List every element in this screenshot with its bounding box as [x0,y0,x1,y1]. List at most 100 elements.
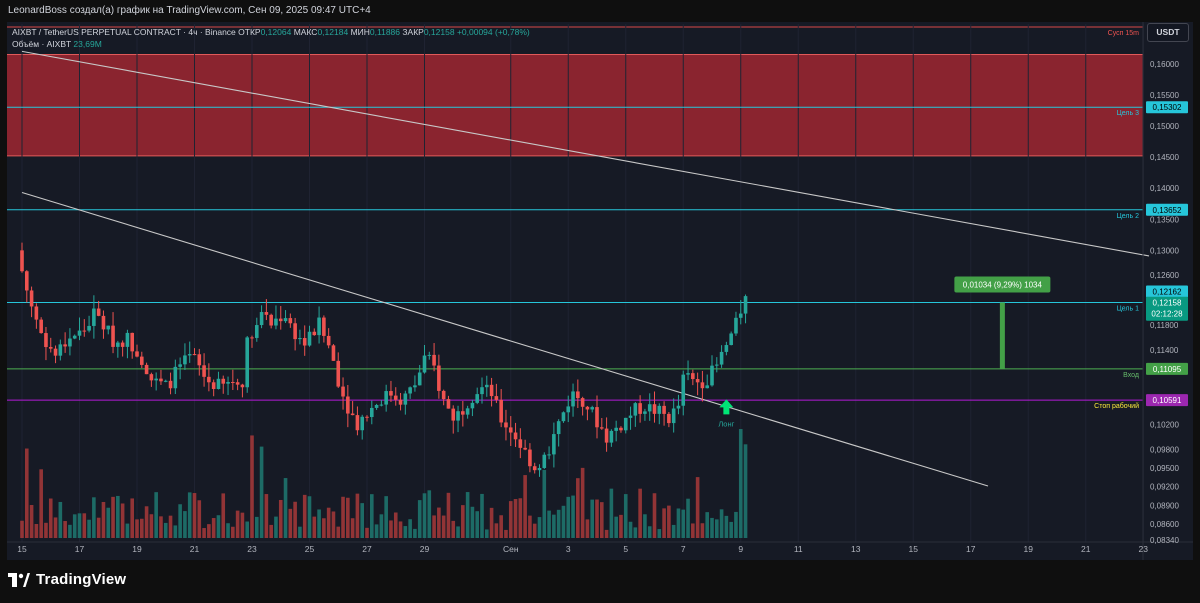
candle-body [595,407,599,428]
volume-bar [34,523,39,538]
x-tick-label: 17 [75,544,85,554]
candle-body [398,399,403,405]
volume-bar [585,519,590,538]
volume-bar [72,514,77,538]
volume-bar [628,521,633,538]
open-value: 0,12064 [260,27,292,37]
volume-bar [633,527,638,538]
candle-body [714,364,719,366]
volume-bar [183,511,187,538]
measure-bar [999,302,1005,369]
candle-body [633,403,638,416]
candle-body [542,454,547,468]
volume-bar [101,501,106,538]
candle-body [508,427,513,433]
volume-bar [686,498,690,538]
candle-body [197,354,202,366]
volume-bar [676,508,681,538]
volume-bar [178,504,182,538]
candle-body [144,364,149,375]
volume-bar [240,512,245,538]
y-tick-label: 0,10200 [1150,420,1179,429]
candle-body [465,408,470,415]
open-label: ОТКР [238,27,261,37]
candle-body [422,355,427,373]
volume-bar [302,494,307,538]
volume-bar [556,509,561,538]
candle-body [269,314,273,326]
y-tick-label: 0,09800 [1150,445,1179,454]
volume-bar [489,507,494,538]
volume-bar [571,495,575,538]
candle-body [63,344,67,347]
level-price-tag: 0,13652 [1153,206,1182,215]
volume-bar [398,521,403,538]
x-tick-label: 7 [681,544,686,554]
volume-bar [211,518,216,538]
candle-body [413,385,417,388]
candle-body [259,312,264,326]
y-tick-label: 0,11400 [1150,346,1179,355]
candle-body [437,365,441,391]
candle-body [451,408,456,421]
candle-body [245,337,250,388]
volume-bar [662,508,666,538]
candle-body [24,271,29,291]
volume-bar [403,526,408,538]
change-value: +0,00094 (+0,78%) [456,27,530,37]
volume-bar [29,505,34,538]
candle-body [695,379,700,383]
volume-bar [604,529,609,538]
candle-body [681,374,686,406]
candle-body [729,333,733,346]
volume-bar [599,502,604,538]
currency-button[interactable]: USDT [1147,23,1189,42]
candle-body [470,402,475,409]
candle-body [379,404,384,406]
volume-bar [643,514,647,538]
candle-body [82,330,87,332]
volume-bar [96,517,101,538]
candle-body [302,338,307,346]
candle-body [623,417,628,431]
volume-bar [537,517,542,538]
volume-bar [652,493,657,538]
last-price-box [1146,296,1188,321]
candle-body [614,427,618,431]
candle-body [326,335,331,346]
candle-body [403,393,408,405]
candle-body [226,381,230,384]
x-tick-label: 11 [794,544,803,554]
candle-body [92,308,96,326]
level-price-tag-box [1146,203,1188,216]
candle-body [111,325,115,347]
volume-bar [130,498,135,538]
volume-bar [734,511,738,538]
volume-bar [609,488,614,538]
candle-body [369,407,374,418]
candle-body [231,381,235,383]
zone-label: Сусп 15m [1108,30,1139,37]
x-tick-label: 21 [1081,544,1091,554]
tradingview-logo[interactable]: TradingView [8,571,126,588]
candle-body [724,345,729,352]
trendline-2 [21,191,989,487]
y-tick-label: 0,15000 [1150,122,1179,131]
candle-body [499,399,503,423]
candle-body [691,373,695,380]
y-tick-label: 0,12600 [1150,271,1179,280]
candle-body [312,331,317,336]
candle-body [523,447,527,450]
candle-body [384,391,388,405]
volume-bar [326,507,331,538]
volume-bar [87,519,91,538]
volume-bar [437,507,441,538]
volume-bar [187,492,192,538]
volume-bar [657,529,662,538]
candle-body [734,317,738,334]
candle-body [216,378,221,389]
candle-body [58,344,63,356]
volume-bar [408,519,412,538]
candle-body [738,313,743,318]
